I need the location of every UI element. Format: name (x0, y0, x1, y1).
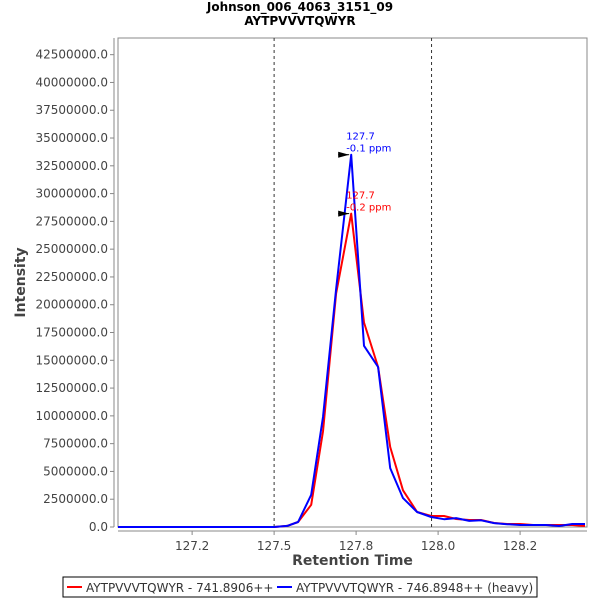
x-axis: 127.2 127.5 127.8 128.0 128.2 (118, 530, 587, 553)
peak-rt-label: 127.7 (346, 191, 375, 202)
peak-ppm-label: -0.1 ppm (346, 144, 391, 155)
x-tick-label: 127.5 (257, 539, 291, 553)
x-tick-label: 128.2 (503, 539, 537, 553)
y-tick-label: 27500000.0 (35, 214, 108, 228)
y-tick-label: 40000000.0 (35, 75, 108, 89)
y-tick-label: 12500000.0 (35, 381, 108, 395)
x-tick-label: 128.0 (421, 539, 455, 553)
legend-entry-label: AYTPVVVTQWYR - 746.8948++ (heavy) (296, 581, 533, 595)
y-axis: 0.0 2500000.0 5000000.0 7500000.0 10000000.0… (35, 38, 115, 534)
y-tick-label: 0.0 (89, 520, 108, 534)
legend-box (62, 576, 538, 598)
chart-title: Johnson_006_4063_3151_09 (206, 0, 394, 14)
plot-area (117, 37, 588, 528)
y-tick-label: 25000000.0 (35, 242, 108, 256)
peak-rt-label: 127.7 (346, 132, 375, 143)
x-tick-label: 127.2 (175, 539, 209, 553)
y-tick-label: 5000000.0 (43, 464, 108, 478)
y-tick-label: 15000000.0 (35, 353, 108, 367)
x-axis-title: Retention Time (292, 553, 413, 569)
y-tick-label: 2500000.0 (43, 492, 108, 506)
y-tick-label: 7500000.0 (43, 437, 108, 451)
y-tick-label: 20000000.0 (35, 298, 108, 312)
y-tick-label: 37500000.0 (35, 103, 108, 117)
y-tick-label: 35000000.0 (35, 131, 108, 145)
chart-title-block: Johnson_006_4063_3151_09 AYTPVVVTQWYR (0, 0, 600, 28)
y-tick-label: 17500000.0 (35, 326, 108, 340)
chart-subtitle: AYTPVVVTQWYR (244, 14, 356, 28)
y-axis-title: Intensity (13, 247, 29, 317)
legend-entry-label: AYTPVVVTQWYR - 741.8906++ (86, 581, 273, 595)
series-group (117, 153, 586, 528)
peak-ppm-label: -0.2 ppm (346, 203, 391, 214)
series-line-heavy (118, 153, 585, 528)
y-tick-label: 32500000.0 (35, 159, 108, 173)
y-tick-label: 10000000.0 (35, 409, 108, 423)
y-tick-label: 30000000.0 (35, 187, 108, 201)
x-tick-label: 127.8 (339, 539, 373, 553)
y-tick-label: 42500000.0 (35, 48, 108, 62)
legend[interactable]: AYTPVVVTQWYR - 741.8906++ AYTPVVVTQWYR - … (62, 576, 538, 598)
y-tick-label: 22500000.0 (35, 270, 108, 284)
